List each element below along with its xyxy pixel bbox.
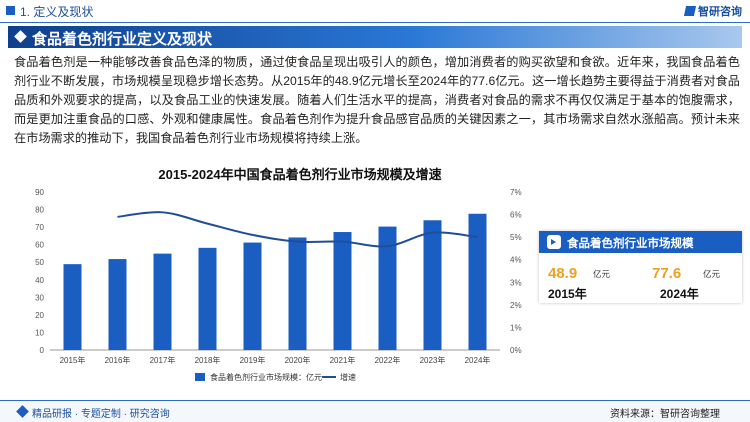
y-left-tick-label: 70: [35, 223, 44, 232]
top-divider: [0, 22, 750, 23]
y-right-tick-label: 3%: [510, 278, 522, 287]
x-tick-label: 2019年: [240, 355, 266, 365]
bar-2019年: [243, 242, 262, 350]
y-left-tick-label: 10: [35, 328, 44, 337]
y-left-tick-label: 0: [40, 346, 45, 355]
y-left-tick-label: 20: [35, 311, 44, 320]
y-left-tick-label: 80: [35, 206, 44, 215]
top-bar: 1. 定义及现状 智研咨询: [0, 0, 750, 22]
bar-2021年: [333, 232, 352, 350]
bar-2022年: [378, 226, 397, 350]
x-tick-label: 2021年: [330, 355, 356, 365]
metric-2015-value: 48.9: [548, 265, 578, 282]
x-tick-label: 2020年: [285, 355, 311, 365]
legend-line-label: 增速: [340, 372, 356, 382]
x-tick-label: 2015年: [60, 355, 86, 365]
x-tick-label: 2024年: [465, 355, 491, 365]
bar-2020年: [288, 237, 307, 350]
legend-bar-swatch: [195, 373, 205, 381]
legend-bar-label: 食品着色剂行业市场规模：亿元: [210, 372, 322, 382]
intro-paragraph: 食品着色剂是一种能够改善食品色泽的物质，通过使食品呈现出吸引人的颜色，增加消费者…: [14, 55, 740, 145]
bar-2015年: [63, 264, 82, 350]
y-right-tick-label: 2%: [510, 301, 522, 310]
metric-2024-unit: 亿元: [703, 269, 721, 279]
footer-icon: [16, 405, 29, 418]
x-tick-label: 2023年: [420, 355, 446, 365]
title-bar: 食品着色剂行业定义及现状: [8, 26, 742, 48]
x-tick-label: 2017年: [150, 355, 176, 365]
bar-2017年: [153, 253, 172, 350]
metric-2015-year: 2015年: [548, 287, 587, 301]
bar-2024年: [468, 213, 487, 350]
bar-2018年: [198, 247, 217, 350]
y-left-tick-label: 30: [35, 293, 44, 302]
page-title: 食品着色剂行业定义及现状: [32, 31, 213, 48]
market-size-chart: 0 10 20 30 40 50 60 70 80 90 0% 1% 2% 3% 4% 5% 6% 7% 2015年…: [35, 188, 522, 382]
y-left-tick-label: 50: [35, 258, 44, 267]
y-left-tick-label: 90: [35, 188, 44, 197]
metric-2024-value: 77.6: [652, 265, 682, 282]
brand-name: 智研咨询: [698, 6, 742, 18]
y-right-tick-label: 5%: [510, 233, 522, 242]
x-tick-label: 2022年: [375, 355, 401, 365]
bar-2023年: [423, 220, 442, 350]
brand-logo: 智研咨询: [683, 3, 742, 19]
y-right-tick-label: 0%: [510, 346, 522, 355]
logo-mark-icon: [683, 6, 697, 16]
metric-2024-year: 2024年: [660, 287, 699, 301]
y-right-tick-label: 7%: [510, 188, 522, 197]
y-right-tick-label: 4%: [510, 256, 522, 265]
x-tick-label: 2018年: [195, 355, 221, 365]
y-left-tick-label: 60: [35, 241, 44, 250]
market-size-card: 食品着色剂行业市场规模 48.9 亿元 2015年 77.6 亿元 2024年: [539, 231, 742, 303]
diamond-icon: [14, 30, 27, 43]
section-label: 1. 定义及现状: [20, 5, 94, 19]
card-header: 食品着色剂行业市场规模: [539, 231, 742, 253]
x-tick-label: 2016年: [105, 355, 131, 365]
footer-source: 资料来源：智研咨询整理: [610, 409, 720, 420]
metric-2015-unit: 亿元: [593, 269, 611, 279]
section-marker-icon: [6, 6, 15, 15]
footer-tagline: 精品研报 · 专题定制 · 研究咨询: [32, 409, 170, 420]
bar-2016年: [108, 259, 127, 350]
play-icon: [547, 235, 561, 249]
card-title: 食品着色剂行业市场规模: [567, 238, 694, 250]
growth-rate-line: [117, 211, 478, 248]
y-right-tick-label: 1%: [510, 323, 522, 332]
footer: 精品研报 · 专题定制 · 研究咨询 资料来源：智研咨询整理: [0, 400, 750, 422]
y-right-tick-label: 6%: [510, 211, 522, 220]
chart-title: 2015-2024年中国食品着色剂行业市场规模及增速: [158, 167, 442, 182]
y-left-tick-label: 40: [35, 276, 44, 285]
